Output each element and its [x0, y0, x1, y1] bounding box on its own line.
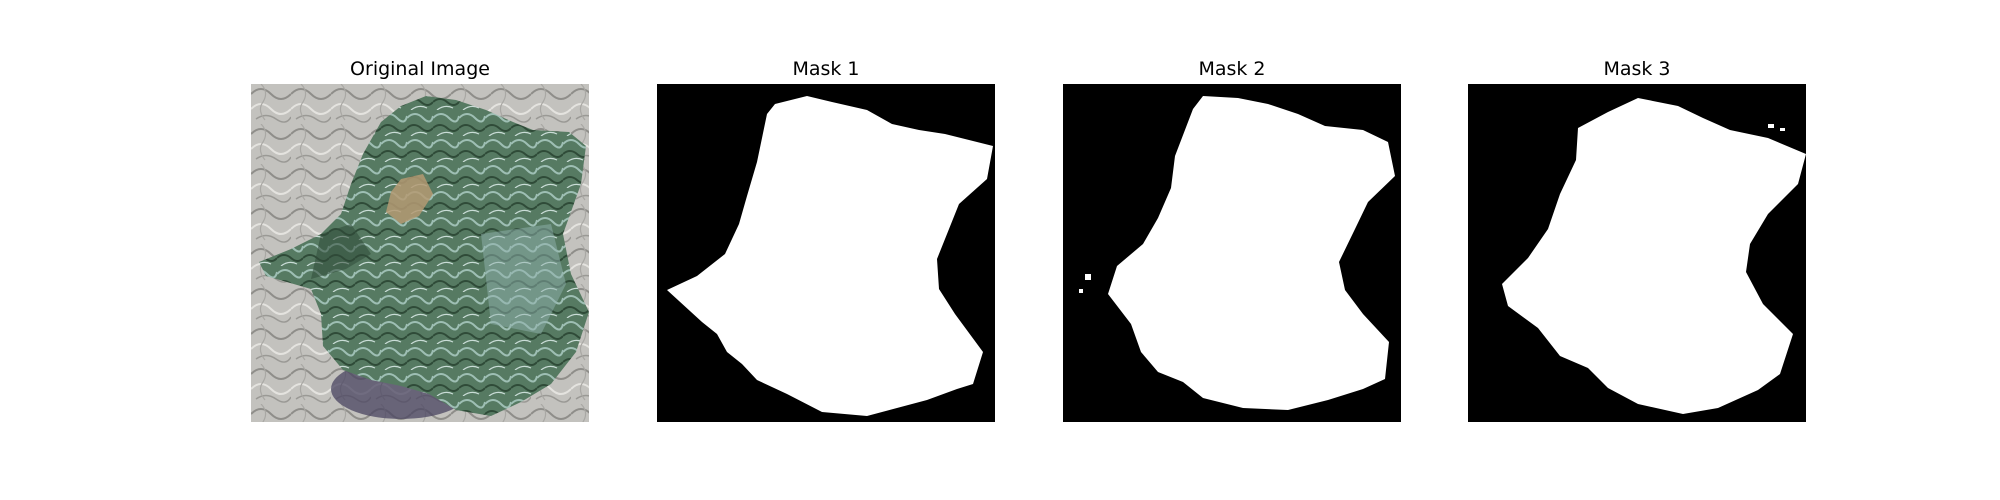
- mask-2-graphic: [1063, 84, 1401, 422]
- mask-3-graphic: [1468, 84, 1806, 422]
- mask-1-graphic: [657, 84, 995, 422]
- panel-title: Original Image: [350, 58, 490, 80]
- mask-2-image: [1063, 84, 1401, 422]
- mask-1-image: [657, 84, 995, 422]
- panel-original-image: Original Image: [251, 0, 589, 500]
- mask-3-image: [1468, 84, 1806, 422]
- panel-title: Mask 2: [1198, 58, 1266, 80]
- panel-mask-3: Mask 3: [1468, 0, 1806, 500]
- original-image-graphic: [251, 84, 589, 422]
- original-image: [251, 84, 589, 422]
- panel-title: Mask 3: [1603, 58, 1671, 80]
- panel-mask-1: Mask 1: [657, 0, 995, 500]
- panel-title: Mask 1: [792, 58, 860, 80]
- panel-mask-2: Mask 2: [1063, 0, 1401, 500]
